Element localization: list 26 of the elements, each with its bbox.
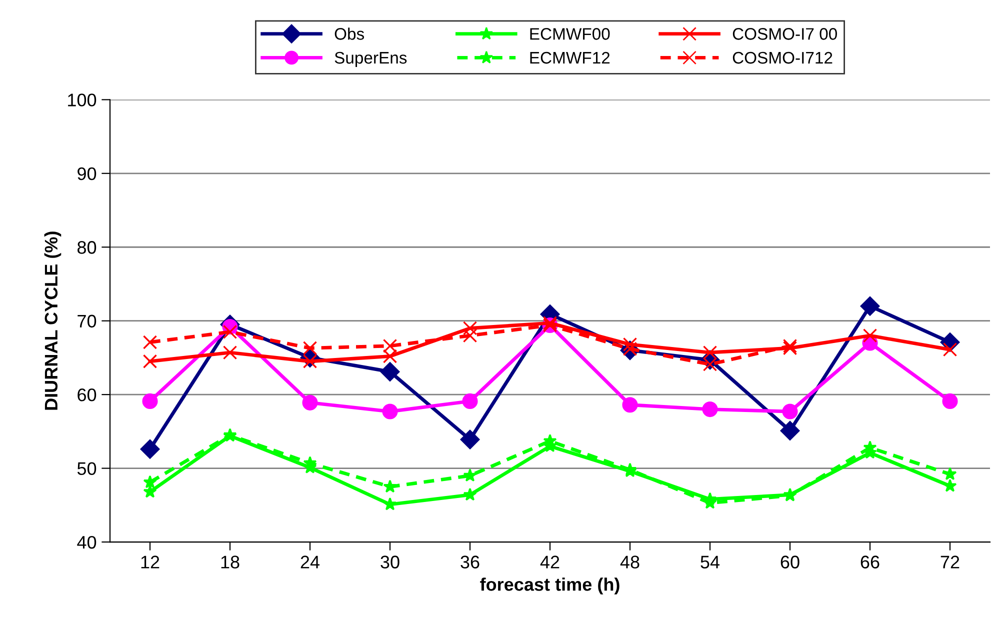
- y-tick-label: 100: [68, 94, 96, 106]
- x-tick-label: 54: [700, 556, 720, 568]
- legend-label: COSMO-I712: [732, 52, 832, 64]
- x-tick-label: 36: [460, 556, 480, 568]
- x-tick-label: 60: [780, 556, 800, 568]
- legend-label: SuperEns: [334, 52, 407, 67]
- y-axis-title: DIURNAL CYCLE (%): [44, 232, 62, 410]
- y-tick-label: 90: [78, 167, 96, 180]
- y-tick-label: 40: [77, 536, 96, 549]
- x-tick-label: 72: [940, 556, 960, 568]
- x-tick-label: 18: [221, 556, 240, 568]
- legend-label: ECMWF12: [530, 52, 610, 64]
- legend-label: Obs: [334, 28, 364, 40]
- legend-label: ECMWF00: [530, 28, 610, 40]
- y-tick-label: 70: [78, 314, 96, 328]
- x-tick-label: 30: [380, 556, 400, 568]
- legend-label: COSMO-I7 00: [732, 28, 837, 40]
- x-tick-label: 24: [300, 556, 320, 568]
- y-tick-label: 60: [78, 388, 96, 402]
- x-tick-label: 66: [860, 556, 880, 568]
- x-tick-label: 42: [540, 556, 560, 568]
- y-tick-label: 50: [77, 462, 96, 476]
- x-axis-title: forecast time (h): [480, 578, 620, 594]
- x-tick-label: 12: [141, 556, 160, 568]
- x-tick-label: 48: [620, 556, 640, 568]
- y-tick-label: 80: [78, 241, 96, 254]
